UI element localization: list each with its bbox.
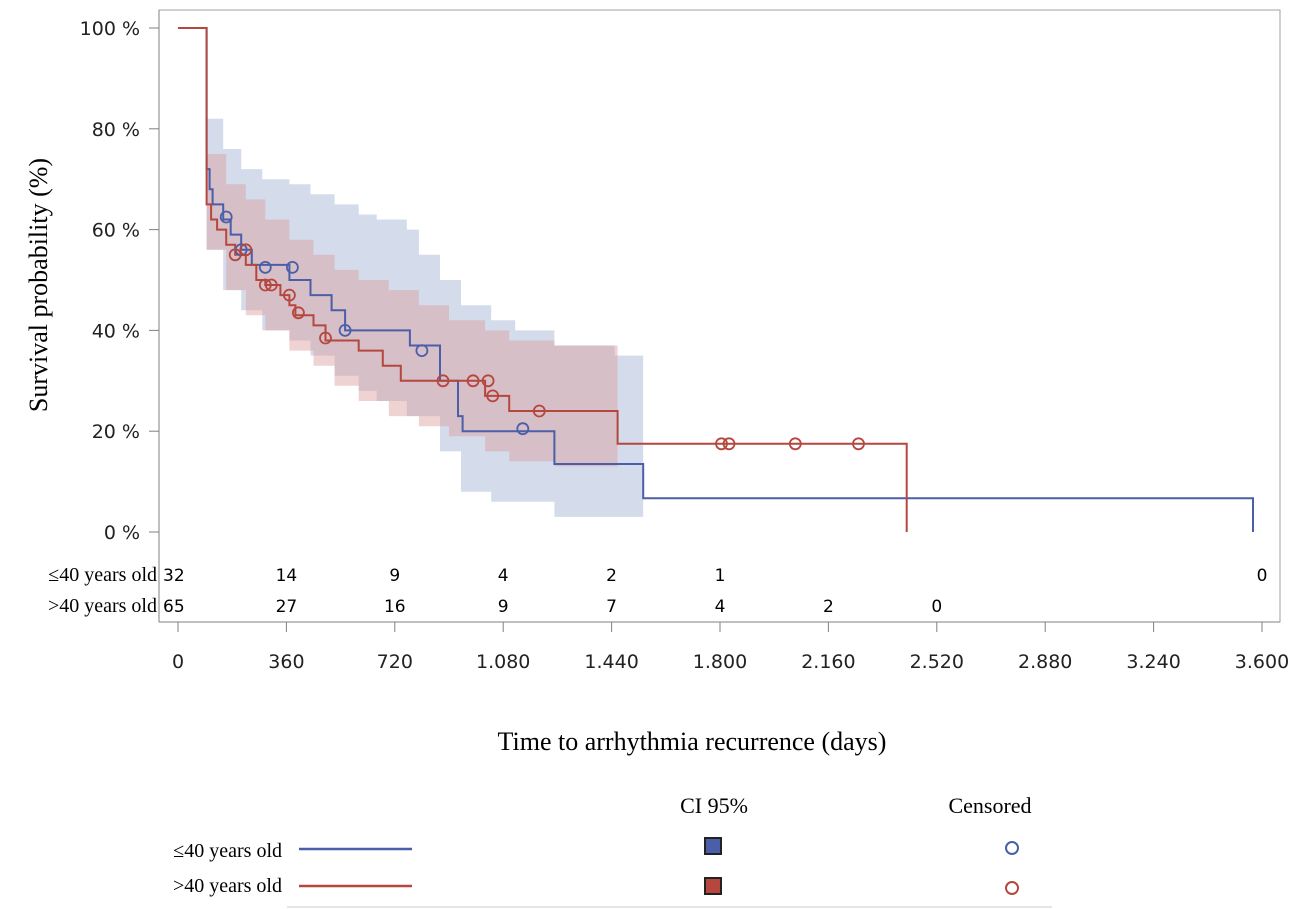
x-tick-label: 2.160 xyxy=(801,651,855,673)
censored-marker-series-1-8 xyxy=(466,374,480,388)
at-risk-count: 4 xyxy=(498,566,509,586)
x-tick-label: 3.240 xyxy=(1126,651,1180,673)
x-axis-label: Time to arrhythmia recurrence (days) xyxy=(498,727,887,756)
at-risk-row-label-series-0: ≤40 years old xyxy=(48,564,157,586)
y-tick-label: 100 % xyxy=(80,18,140,40)
legend-censored-header: Censored xyxy=(948,793,1031,818)
y-tick-label: 20 % xyxy=(92,421,140,443)
censored-marker-series-1-3 xyxy=(264,278,278,292)
censored-marker-series-1-10 xyxy=(486,389,500,403)
x-tick-label: 0 xyxy=(172,651,184,673)
ci-band-series-0 xyxy=(206,118,644,517)
censored-marker-series-1-4 xyxy=(282,288,296,302)
censored-marker-series-0-3 xyxy=(285,260,299,274)
censored-marker-series-1-9 xyxy=(481,374,495,388)
legend-ci-header: CI 95% xyxy=(680,793,748,818)
y-tick-label: 60 % xyxy=(92,220,140,242)
confidence-bands xyxy=(206,118,644,517)
censored-marker-series-1-11 xyxy=(532,404,546,418)
at-risk-row-label-series-1: >40 years old xyxy=(48,595,157,617)
at-risk-count: 2 xyxy=(823,597,834,617)
at-risk-table: ≤40 years old 32 14 9 4 2 1 0>40 years old 65 27 1… xyxy=(48,564,1267,617)
y-tick-label: 80 % xyxy=(92,119,140,141)
y-axis-label: Survival probability (%) xyxy=(24,158,53,412)
censored-marker-series-1-12 xyxy=(715,437,728,451)
x-tick-label: 1.440 xyxy=(584,651,638,673)
legend-label-series-1: >40 years old xyxy=(173,875,282,897)
censored-marker-series-1-0 xyxy=(228,248,242,262)
censored-marker-series-0-0 xyxy=(219,210,233,224)
censored-marker-series-1-15 xyxy=(852,437,865,451)
y-axis-ticks: 0 % 20 % 40 % 60 % 80 % 100 % xyxy=(80,18,159,544)
x-tick-label: 3.600 xyxy=(1235,651,1289,673)
legend-censored-marker-series-1 xyxy=(1005,881,1019,895)
survival-line-series-0 xyxy=(178,27,1254,532)
legend: CI 95% Censored ≤40 years old >40 years … xyxy=(173,793,1052,908)
censored-marker-series-1-1 xyxy=(239,243,253,257)
censored-markers xyxy=(219,210,865,451)
censored-marker-series-1-13 xyxy=(722,437,736,451)
y-tick-label: 40 % xyxy=(92,320,140,342)
x-tick-label: 1.080 xyxy=(476,651,530,673)
survival-line-series-1 xyxy=(178,27,908,532)
ci-band-series-1 xyxy=(206,154,618,472)
censored-marker-series-1-6 xyxy=(319,331,332,345)
at-risk-count: 4 xyxy=(715,597,726,617)
at-risk-count: 27 xyxy=(276,597,298,617)
survival-curves xyxy=(178,27,1254,532)
legend-ci-swatch-series-0 xyxy=(704,837,722,855)
legend-ci-swatch-series-1 xyxy=(704,877,722,895)
at-risk-count: 2 xyxy=(606,566,617,586)
x-tick-label: 2.520 xyxy=(910,651,964,673)
at-risk-count: 32 xyxy=(163,566,185,586)
legend-label-series-0: ≤40 years old xyxy=(173,840,282,862)
censored-marker-series-1-2 xyxy=(258,278,272,292)
at-risk-count: 0 xyxy=(1257,566,1268,586)
at-risk-count: 0 xyxy=(931,597,942,617)
at-risk-count: 65 xyxy=(163,597,185,617)
at-risk-count: 9 xyxy=(498,597,509,617)
y-tick-label: 0 % xyxy=(104,522,140,544)
at-risk-count: 9 xyxy=(389,566,400,586)
censored-marker-series-0-2 xyxy=(258,260,272,274)
censored-marker-series-1-7 xyxy=(436,374,450,388)
at-risk-count: 7 xyxy=(606,597,617,617)
x-axis-ticks: 0 360 720 1.080 1.440 1.800 2.160 2.520 2.880 3.2… xyxy=(172,622,1289,673)
censored-marker-series-1-5 xyxy=(291,306,305,320)
x-tick-label: 2.880 xyxy=(1018,651,1072,673)
at-risk-count: 1 xyxy=(715,566,726,586)
censored-marker-series-0-4 xyxy=(338,323,352,337)
at-risk-count: 14 xyxy=(276,566,298,586)
censored-marker-series-0-6 xyxy=(516,422,530,436)
legend-censored-marker-series-0 xyxy=(1005,841,1019,855)
x-tick-label: 360 xyxy=(268,651,304,673)
x-tick-label: 720 xyxy=(377,651,413,673)
at-risk-count: 16 xyxy=(384,597,406,617)
x-tick-label: 1.800 xyxy=(693,651,747,673)
censored-marker-series-1-14 xyxy=(788,437,802,451)
censored-marker-series-0-5 xyxy=(415,344,429,358)
